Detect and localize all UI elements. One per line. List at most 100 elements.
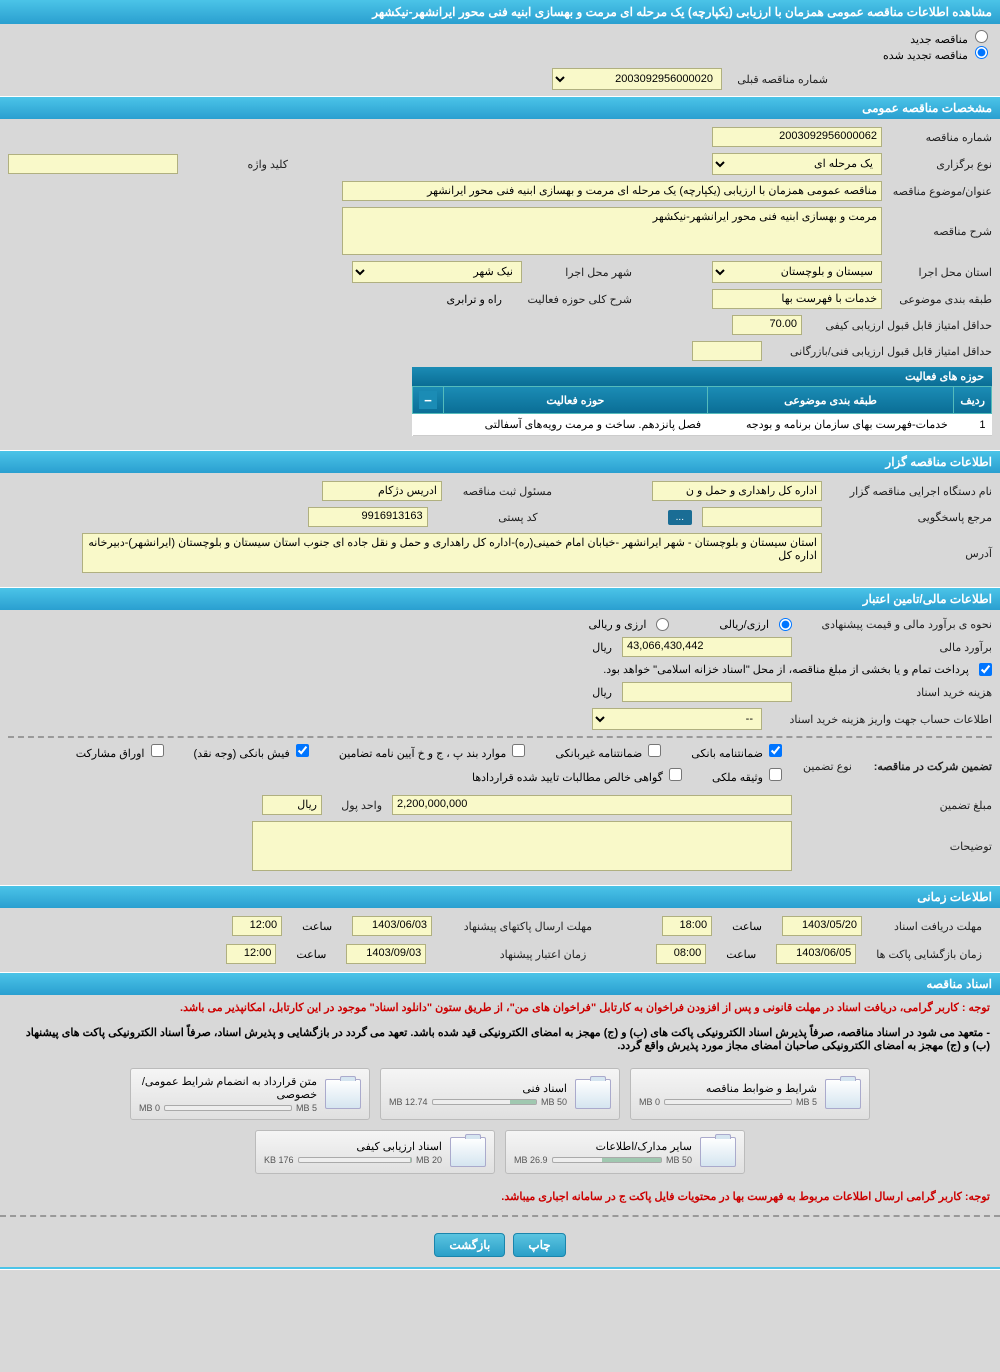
back-button[interactable]: بازگشت xyxy=(434,1233,505,1257)
cb-confirmed[interactable] xyxy=(669,768,682,781)
doc-title: اسناد فنی xyxy=(389,1082,567,1095)
min-score-label: حداقل امتیاز قابل قبول ارزیابی کیفی xyxy=(812,319,992,332)
bottom-sep xyxy=(0,1267,1000,1270)
cb-nonbank[interactable] xyxy=(648,744,661,757)
radio-renewed[interactable] xyxy=(975,46,988,59)
doc-used: 0 MB xyxy=(639,1097,660,1107)
doc-deadline-date: 1403/05/20 xyxy=(782,916,862,936)
table-row: 1 خدمات-فهرست بهای سازمان برنامه و بودجه… xyxy=(413,414,992,436)
phone-lookup-button[interactable]: ... xyxy=(668,510,692,525)
cb-bank-slip[interactable] xyxy=(296,744,309,757)
phone-input[interactable] xyxy=(702,507,822,527)
progress-bar xyxy=(164,1105,292,1111)
doc-card[interactable]: سایر مدارک/اطلاعات 50 MB 26.9 MB xyxy=(505,1130,745,1174)
postal-label: کد پستی xyxy=(438,511,538,524)
doc-card[interactable]: شرایط و ضوابط مناقصه 5 MB 0 MB xyxy=(630,1068,870,1120)
amount-value: 2,200,000,000 xyxy=(392,795,792,815)
prev-num-select[interactable]: 2003092956000020 xyxy=(552,68,722,90)
progress-bar xyxy=(432,1099,537,1105)
col-category: طبقه بندی موضوعی xyxy=(707,387,954,414)
agency-value: اداره کل راهداری و حمل و ن xyxy=(652,481,822,501)
collapse-icon[interactable]: − xyxy=(419,391,437,409)
guarantee-desc-label: توضیحات xyxy=(802,840,992,853)
hour-label: ساعت xyxy=(732,920,762,933)
keyword-input[interactable] xyxy=(8,154,178,174)
separator xyxy=(8,736,992,738)
guarantee-type-label: تضمین شرکت در مناقصه: xyxy=(862,760,992,773)
doc-deadline-label: مهلت دریافت اسناد xyxy=(882,920,982,933)
progress-bar xyxy=(664,1099,792,1105)
section4-header: اطلاعات زمانی xyxy=(0,885,1000,908)
unit-label: واحد پول xyxy=(332,799,382,812)
responsible-label: مسئول ثبت مناقصه xyxy=(452,485,552,498)
title-value: مناقصه عمومی همزمان با ارزیابی (یکپارچه)… xyxy=(342,181,882,201)
section1-header: مشخصات مناقصه عمومی xyxy=(0,96,1000,119)
tender-status-block: مناقصه جدید مناقصه تجدید شده شماره مناقص… xyxy=(0,24,1000,96)
guarantee-desc-box xyxy=(252,821,792,871)
folder-icon xyxy=(825,1079,861,1109)
section3-body: نحوه ی برآورد مالی و قیمت پیشنهادی ارزی/… xyxy=(0,610,1000,885)
address-value: استان سیستان و بلوچستان - شهر ایرانشهر -… xyxy=(82,533,822,573)
submit-deadline-date: 1403/06/03 xyxy=(352,916,432,936)
separator2 xyxy=(0,1215,1000,1217)
radio-new[interactable] xyxy=(975,30,988,43)
min-tech-score-value xyxy=(692,341,762,361)
doc-card[interactable]: متن قرارداد به انضمام شرایط عمومی/خصوصی … xyxy=(130,1068,370,1120)
doc-total: 20 MB xyxy=(416,1155,442,1165)
cb-property[interactable] xyxy=(769,768,782,781)
estimate-value: 43,066,430,442 xyxy=(622,637,792,657)
doc-cost-input[interactable] xyxy=(622,682,792,702)
title-label: عنوان/موضوع مناقصه xyxy=(892,185,992,198)
submit-deadline-label: مهلت ارسال پاکتهای پیشنهاد xyxy=(452,920,592,933)
cell-num: 1 xyxy=(954,414,992,436)
responsible-value: ادریس دژکام xyxy=(322,481,442,501)
city-select[interactable]: نیک شهر xyxy=(352,261,522,283)
type-label: نوع برگزاری xyxy=(892,158,992,171)
cb-regulations[interactable] xyxy=(512,744,525,757)
notice3: توجه: کاربر گرامی ارسال اطلاعات مربوط به… xyxy=(0,1184,1000,1209)
opening-hour: 08:00 xyxy=(656,944,706,964)
opening-date: 1403/06/05 xyxy=(776,944,856,964)
currency-label2: ریال xyxy=(592,686,612,699)
radio-rial-label: ارزی/ریالی xyxy=(719,618,769,631)
tender-num-label: شماره مناقصه xyxy=(892,131,992,144)
col-row: ردیف xyxy=(954,387,992,414)
cb-securities[interactable] xyxy=(151,744,164,757)
doc-used: 176 KB xyxy=(264,1155,294,1165)
doc-total: 5 MB xyxy=(796,1097,817,1107)
print-button[interactable]: چاپ xyxy=(513,1233,565,1257)
doc-deadline-hour: 18:00 xyxy=(662,916,712,936)
validity-hour: 12:00 xyxy=(226,944,276,964)
section2-body: نام دستگاه اجرایی مناقصه گزار اداره کل ر… xyxy=(0,473,1000,587)
doc-used: 0 MB xyxy=(139,1103,160,1113)
folder-icon xyxy=(575,1079,611,1109)
doc-total: 50 MB xyxy=(666,1155,692,1165)
hour-label3: ساعت xyxy=(726,948,756,961)
radio-rial[interactable] xyxy=(779,618,792,631)
account-select[interactable]: -- xyxy=(592,708,762,730)
desc-value: مرمت و بهسازی ابنیه فنی محور ایرانشهر-نی… xyxy=(342,207,882,255)
estimate-label: برآورد مالی xyxy=(802,641,992,654)
radio-both[interactable] xyxy=(656,618,669,631)
treasury-checkbox[interactable] xyxy=(979,663,992,676)
doc-title: سایر مدارک/اطلاعات xyxy=(514,1140,692,1153)
notice1: توجه : کاربر گرامی، دریافت اسناد در مهلت… xyxy=(0,995,1000,1020)
radio-new-label: مناقصه جدید xyxy=(910,34,968,46)
doc-card[interactable]: اسناد ارزیابی کیفی 20 MB 176 KB xyxy=(255,1130,495,1174)
amount-label: مبلغ تضمین xyxy=(802,799,992,812)
province-select[interactable]: سیستان و بلوچستان xyxy=(712,261,882,283)
notice2: - متعهد می شود در اسناد مناقصه، صرفاً پذ… xyxy=(0,1020,1000,1058)
keyword-label: کلید واژه xyxy=(188,158,288,171)
cell-field: فصل پانزدهم. ساخت و مرمت رویه‌های آسفالت… xyxy=(444,414,708,436)
validity-date: 1403/09/03 xyxy=(346,944,426,964)
type-select[interactable]: یک مرحله ای xyxy=(712,153,882,175)
address-label: آدرس xyxy=(832,547,992,560)
submit-deadline-hour: 12:00 xyxy=(232,916,282,936)
hour-label2: ساعت xyxy=(302,920,332,933)
desc-label: شرح مناقصه xyxy=(892,225,992,238)
treasury-label: پرداخت تمام و یا بخشی از مبلغ مناقصه، از… xyxy=(603,663,969,676)
cb-bank-guarantee[interactable] xyxy=(769,744,782,757)
doc-total: 50 MB xyxy=(541,1097,567,1107)
folder-icon xyxy=(325,1079,361,1109)
doc-card[interactable]: اسناد فنی 50 MB 12.74 MB xyxy=(380,1068,620,1120)
